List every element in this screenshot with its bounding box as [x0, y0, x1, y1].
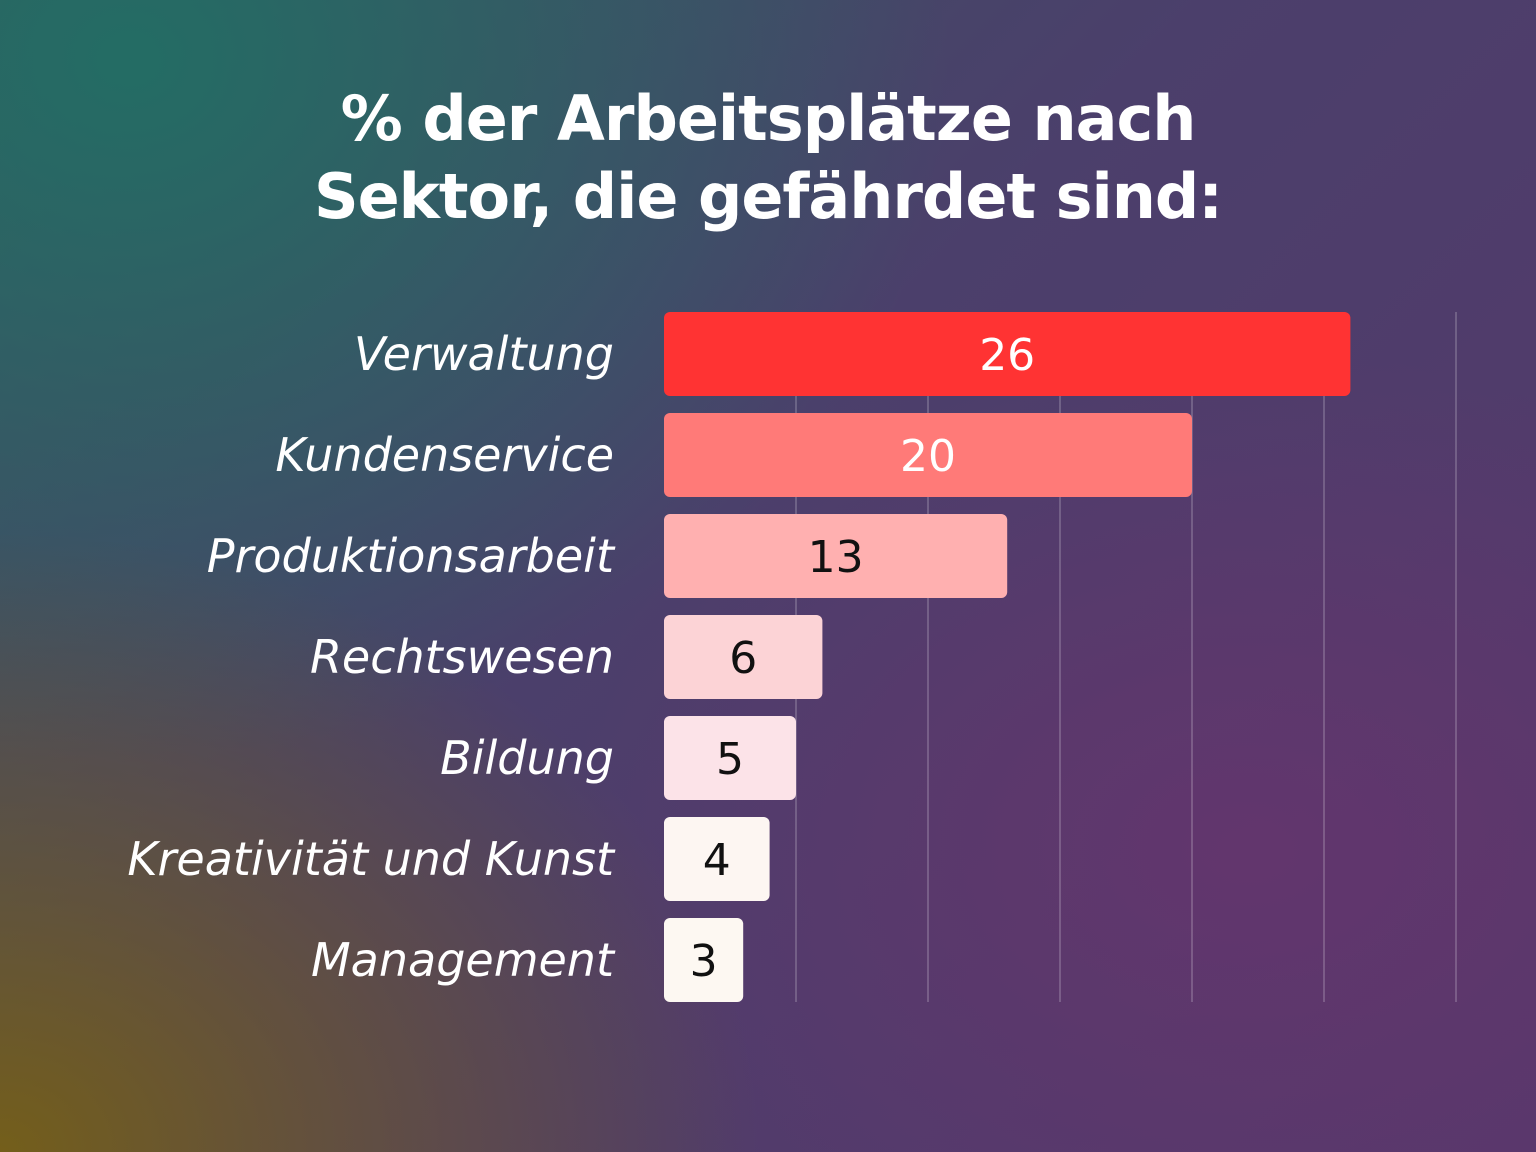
category-label: Kundenservice — [275, 428, 614, 482]
bar-value-label: 3 — [690, 936, 718, 987]
chart-title-line-2: Sektor, die gefährdet sind: — [313, 160, 1223, 233]
bar — [664, 514, 1008, 598]
bar — [664, 615, 823, 699]
category-label: Bildung — [440, 731, 614, 785]
bar-value-label: 26 — [979, 330, 1035, 381]
bar — [664, 918, 744, 1002]
bar — [664, 312, 1351, 396]
bar — [664, 716, 796, 800]
bar-value-label: 20 — [900, 431, 956, 482]
bar-value-label: 5 — [716, 734, 744, 785]
bar — [664, 413, 1192, 497]
bar-value-label: 6 — [729, 633, 757, 684]
bar-value-label: 13 — [808, 532, 864, 583]
chart-title-line-1: % der Arbeitsplätze nach — [340, 82, 1197, 155]
bar-value-label: 4 — [703, 835, 731, 886]
category-label: Rechtswesen — [310, 630, 614, 684]
chart-title: % der Arbeitsplätze nach Sektor, die gef… — [0, 80, 1536, 236]
category-label: Verwaltung — [354, 327, 614, 381]
bars: 26 20 13 6 5 4 3 — [664, 312, 1351, 1002]
category-label: Produktionsarbeit — [207, 529, 616, 583]
category-labels: Verwaltung Kundenservice Produktionsarbeit… — [127, 327, 616, 987]
category-label: Management — [311, 933, 616, 987]
bar — [664, 817, 770, 901]
category-label: Kreativität und Kunst — [127, 832, 616, 886]
